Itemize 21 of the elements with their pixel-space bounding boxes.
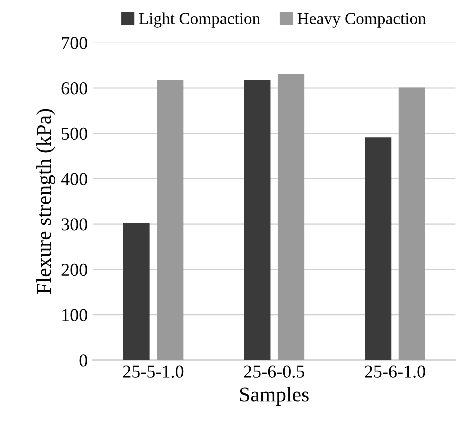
x-tick-label: 25-5-1.0 bbox=[123, 366, 184, 378]
y-tick-label: 300 bbox=[62, 218, 88, 231]
legend-label: Light Compaction bbox=[139, 12, 260, 28]
bar bbox=[123, 223, 150, 360]
y-tick-label: 400 bbox=[61, 173, 88, 186]
y-tick-label: 0 bbox=[80, 354, 88, 367]
legend-label: Heavy Compaction bbox=[298, 13, 426, 28]
y-tick-label: 500 bbox=[62, 128, 88, 140]
bar bbox=[398, 88, 426, 360]
bar bbox=[157, 80, 184, 360]
bar bbox=[365, 138, 392, 360]
bar bbox=[244, 80, 271, 360]
y-tick-label: 700 bbox=[62, 37, 88, 50]
x-axis-title: Samples bbox=[240, 387, 309, 406]
y-tick-label: 600 bbox=[62, 82, 88, 95]
y-axis-title: Flexure strength (kPa) bbox=[36, 109, 56, 294]
y-tick-label: 200 bbox=[62, 264, 88, 276]
x-tick-label: 25-6-1.0 bbox=[365, 366, 426, 378]
bar bbox=[278, 74, 305, 360]
x-tick-label: 25-6-0.5 bbox=[244, 366, 304, 378]
y-tick-label: 100 bbox=[62, 309, 88, 322]
